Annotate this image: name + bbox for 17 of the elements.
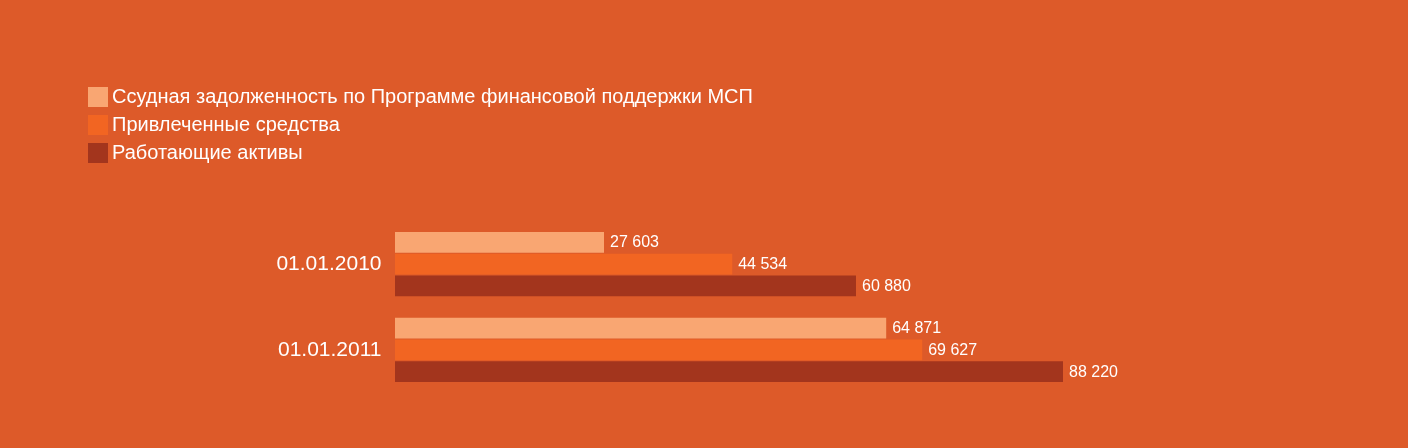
bar <box>395 361 1063 382</box>
y-tick-label: 01.01.2010 <box>276 251 382 275</box>
data-label: 64 871 <box>892 319 942 337</box>
bar <box>395 317 887 339</box>
legend-label: Привлеченные средства <box>112 113 341 135</box>
data-label: 69 627 <box>928 340 978 358</box>
bar <box>395 339 923 361</box>
bar <box>395 253 733 275</box>
data-label: 88 220 <box>1069 362 1119 380</box>
bar <box>395 275 856 297</box>
y-tick-label: 01.01.2011 <box>277 336 382 360</box>
legend-label: Ссудная задолженность по Программе финансовой поддержки МСП <box>112 85 753 107</box>
data-label: 44 534 <box>738 255 788 273</box>
bar <box>395 232 605 253</box>
data-label: 60 880 <box>861 276 912 294</box>
data-label: 27 603 <box>610 233 660 251</box>
legend-label: Работающие активы <box>112 141 303 163</box>
